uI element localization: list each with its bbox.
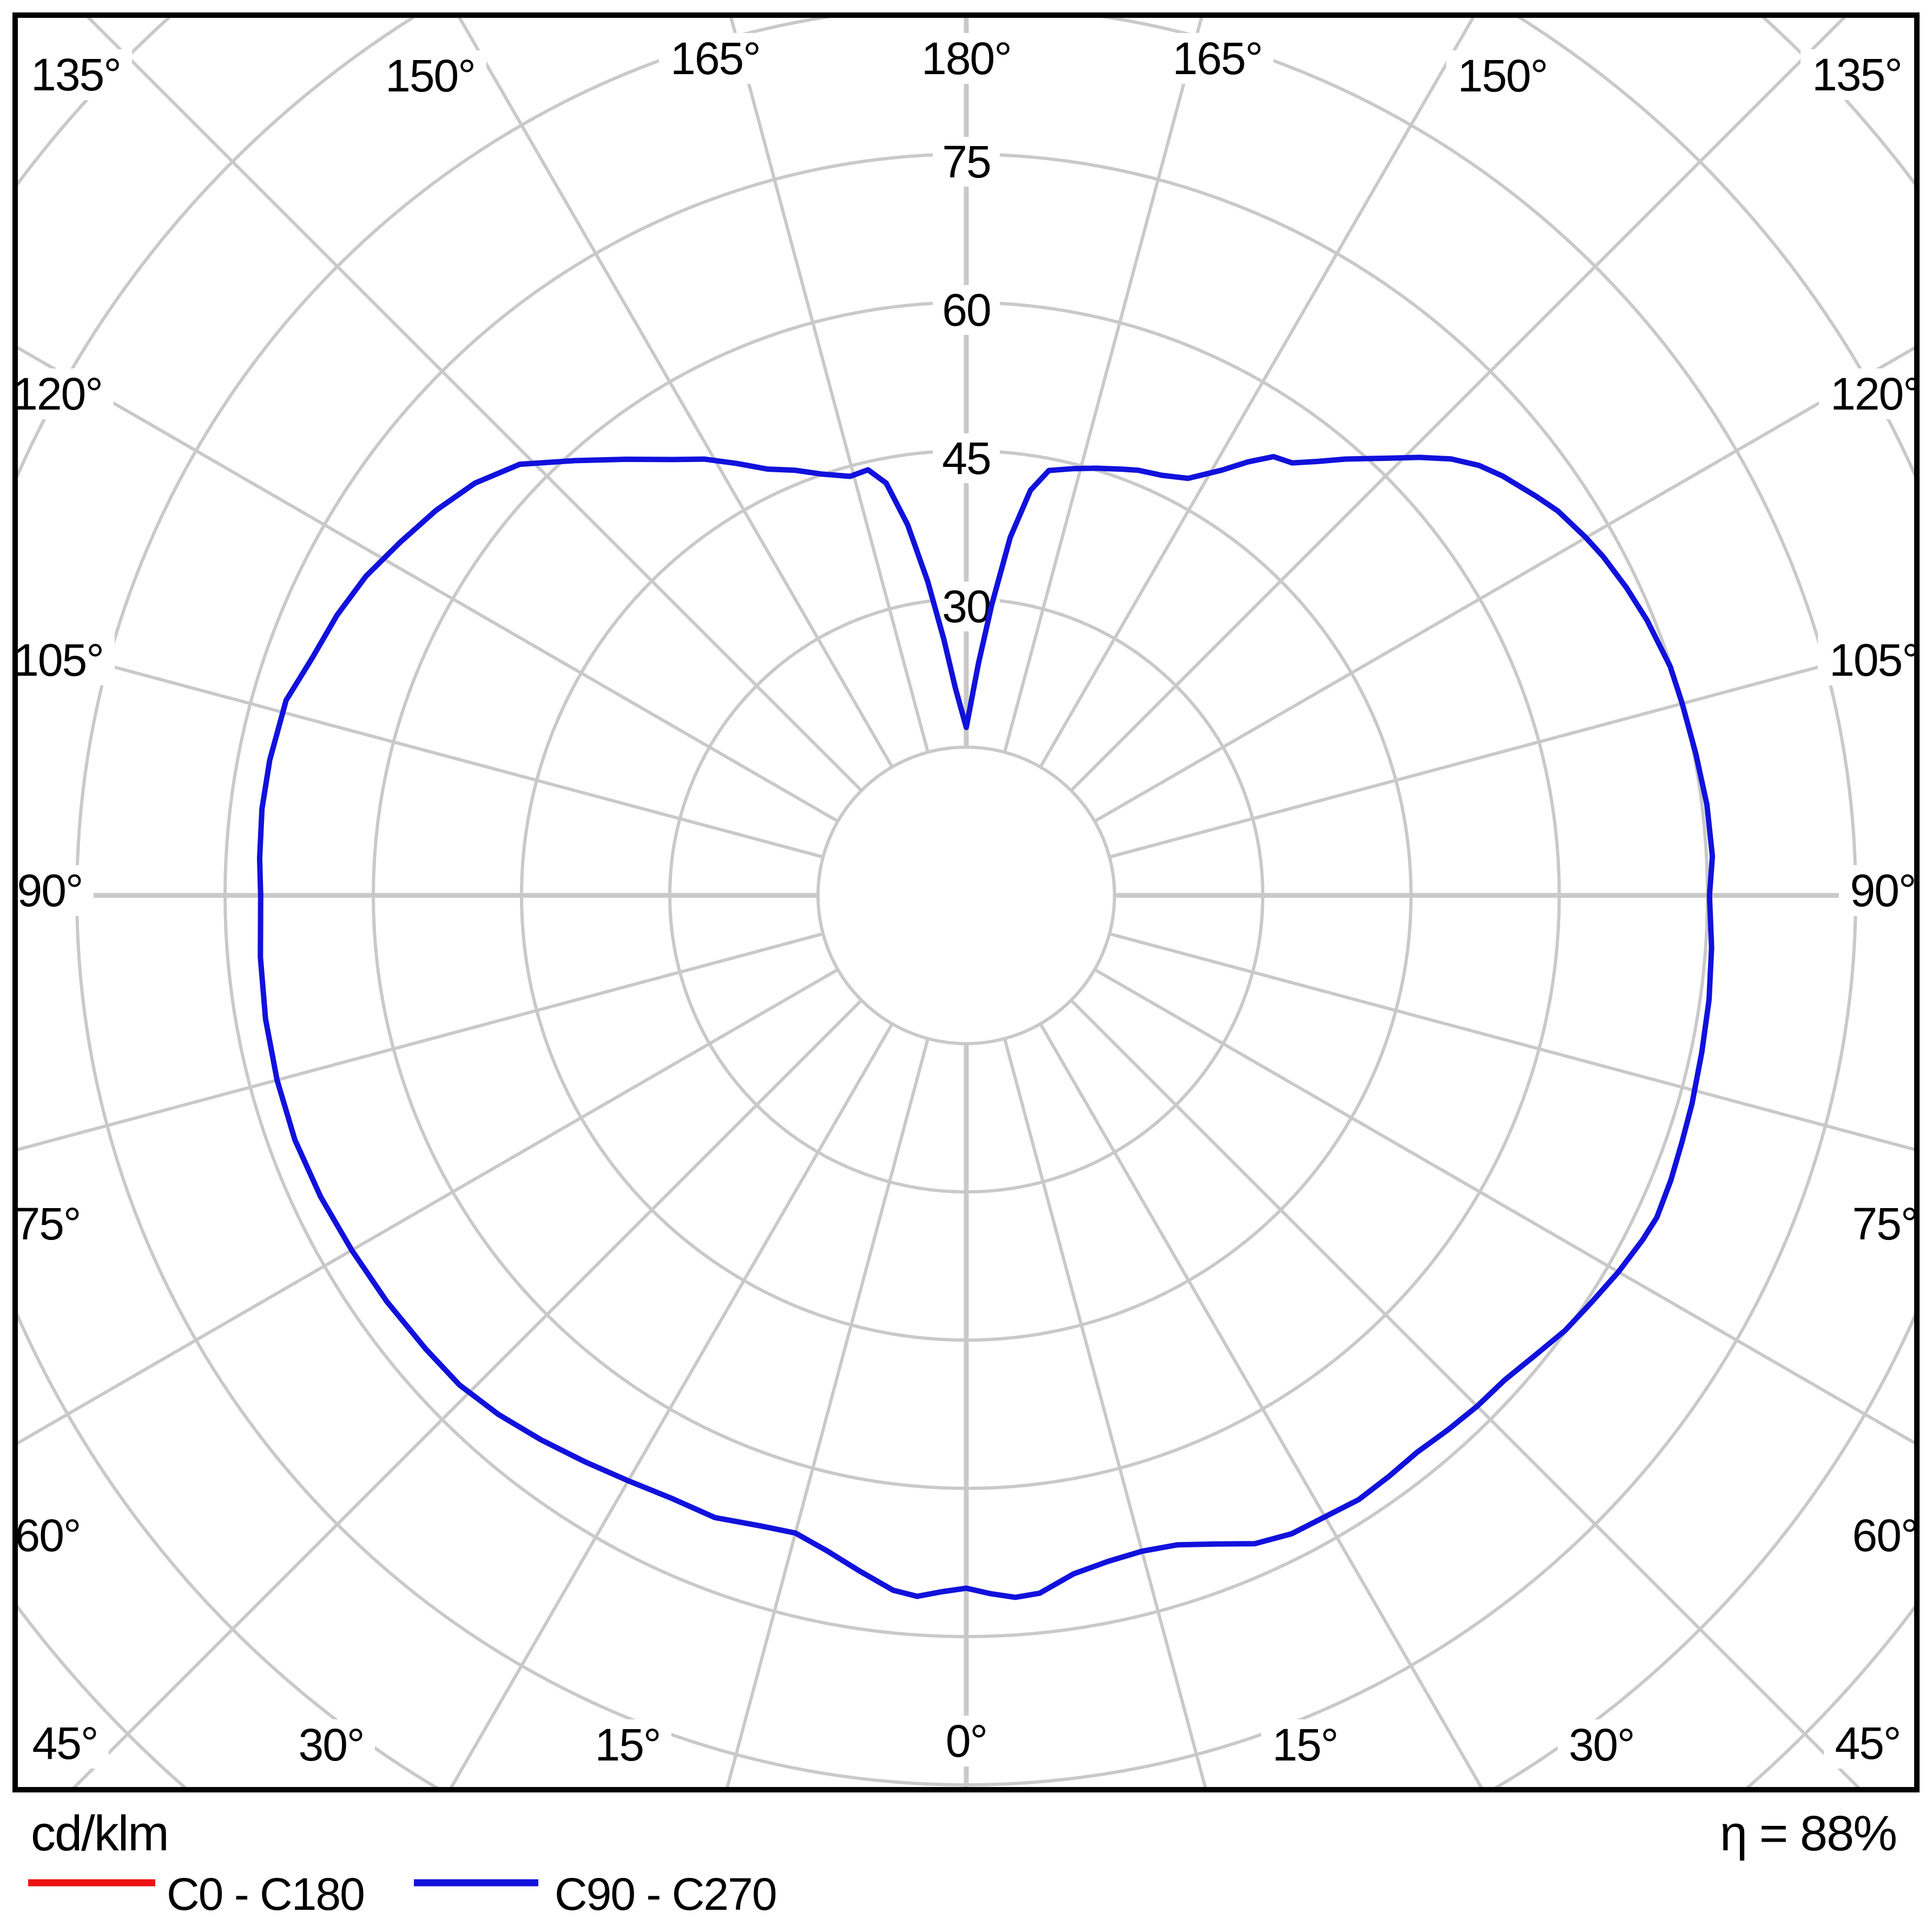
angle-label-120-right: 120° (1830, 368, 1920, 419)
grid-spoke-210 (458, 18, 894, 768)
axis-labels: 30 45 60 75 0° 15° 15° 30° 30° 45° 45° 60° 60° 75° 75°… (1, 33, 1931, 1770)
angle-label-bg (1819, 368, 1931, 419)
angle-label-30-right: 30° (1568, 1719, 1634, 1770)
grid-spoke-30 (1039, 1023, 1483, 1787)
angle-label-60-left: 60° (15, 1510, 80, 1561)
grid-spoke-345 (726, 1038, 929, 1787)
radial-label-bg (933, 433, 1000, 483)
curves (256, 454, 1716, 1600)
radial-tick-label-45: 45 (942, 433, 990, 484)
legend-label-c90-c270: C90 - C270 (555, 1869, 776, 1920)
angle-label-45-left: 45° (32, 1718, 97, 1769)
angle-label-135-right: 135° (1812, 49, 1902, 100)
angle-label-75-left: 75° (15, 1198, 80, 1249)
footer: cd/klm η = 88% C0 - C180 C90 - C270 (28, 1806, 1897, 1920)
grid-spoke-195 (729, 18, 929, 753)
grid-spoke-135 (1070, 18, 1847, 792)
angle-label-bg (1824, 1718, 1911, 1769)
grid-spoke-60 (1093, 968, 1914, 1445)
angle-label-45-right: 45° (1835, 1718, 1900, 1769)
angle-label-bg (374, 50, 486, 101)
angle-label-bg (1446, 50, 1559, 101)
angle-label-bg (1801, 49, 1913, 100)
angle-label-bg (1558, 1719, 1645, 1770)
grid-spoke-240 (18, 346, 839, 823)
radial-tick-label-75: 75 (942, 136, 990, 187)
angle-label-bg (1, 368, 114, 419)
angle-label-150-left: 150° (385, 50, 475, 101)
grid-spoke-105 (1109, 639, 1914, 859)
angle-label-bg (584, 1719, 671, 1770)
angle-label-30-left: 30° (298, 1719, 364, 1770)
angle-label-15-right: 15° (1272, 1719, 1337, 1770)
grid-spoke-165 (1003, 18, 1203, 753)
radial-label-bg (933, 137, 1000, 187)
grid-spoke-315 (72, 999, 863, 1787)
c90-c270-curve (256, 454, 1716, 1600)
grid-spoke-45 (1070, 999, 1861, 1787)
grid-spoke-75 (1109, 932, 1914, 1151)
angle-label-165-right: 165° (1172, 33, 1262, 84)
angle-label-15-left: 15° (595, 1719, 660, 1770)
angle-label-0: 0° (946, 1716, 987, 1766)
plot-frame (12, 12, 1920, 1792)
angle-label-bg (287, 1719, 375, 1770)
angle-label-bg (1161, 33, 1274, 84)
angle-label-bg (659, 33, 772, 84)
grid-spoke-150 (1039, 18, 1475, 768)
angle-label-bg (1839, 865, 1927, 916)
angle-label-bg (1261, 1719, 1349, 1770)
angle-label-bg (910, 33, 1023, 84)
units-label: cd/klm (31, 1806, 168, 1861)
angle-label-60-right: 60° (1852, 1510, 1917, 1561)
grid-spoke-300 (18, 968, 839, 1445)
angle-label-105-right: 105° (1829, 635, 1919, 685)
angle-label-105-left: 105° (14, 635, 103, 685)
grid-spoke-225 (86, 18, 863, 792)
angle-label-180: 180° (921, 33, 1011, 84)
angle-label-75-right: 75° (1852, 1198, 1917, 1249)
angle-label-150-right: 150° (1458, 50, 1547, 101)
angle-label-90-left: 90° (17, 865, 82, 916)
grid-ring-15 (816, 746, 1116, 1045)
angle-label-90-right: 90° (1850, 865, 1915, 916)
angle-label-bg (19, 49, 132, 100)
grid-spoke-15 (1003, 1038, 1207, 1787)
angle-label-bg (4, 1198, 91, 1249)
radial-tick-label-30: 30 (942, 581, 990, 632)
grid-spoke-255 (18, 639, 824, 859)
radial-label-bg (933, 285, 1000, 335)
legend-label-c0-c180: C0 - C180 (167, 1869, 364, 1920)
angle-label-bg (21, 1718, 109, 1769)
grid-spoke-120 (1093, 346, 1914, 823)
grid-spoke-285 (18, 932, 824, 1151)
angle-label-120-left: 120° (12, 368, 102, 419)
angle-label-bg (4, 1510, 91, 1561)
angle-label-bg (6, 865, 94, 916)
efficiency-label: η = 88% (1720, 1806, 1896, 1861)
angle-label-135-left: 135° (31, 49, 121, 100)
radial-tick-label-60: 60 (942, 285, 990, 335)
angle-label-bg (1818, 635, 1930, 685)
angle-label-bg (935, 1716, 998, 1766)
grid-spoke-330 (450, 1023, 894, 1787)
angle-label-165-left: 165° (670, 33, 760, 84)
angle-label-bg (2, 635, 115, 685)
